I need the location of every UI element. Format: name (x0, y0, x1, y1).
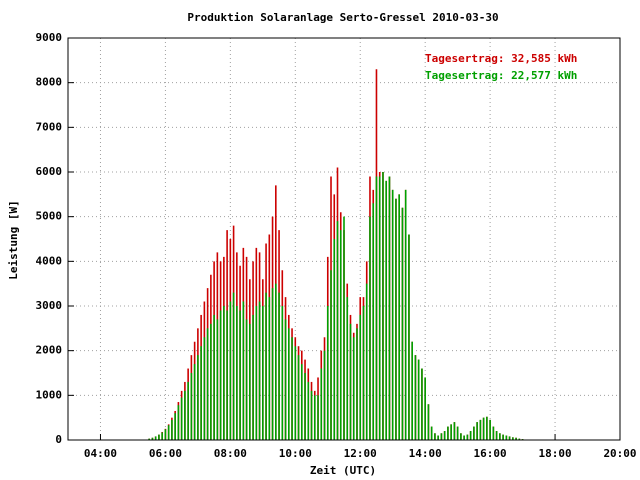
chart-title: Produktion Solaranlage Serto-Gressel 201… (187, 11, 498, 24)
y-tick-label: 4000 (36, 254, 63, 267)
x-axis-label: Zeit (UTC) (310, 464, 376, 477)
x-tick-label: 08:00 (214, 447, 247, 460)
x-tick-label: 20:00 (603, 447, 636, 460)
y-tick-label: 7000 (36, 120, 63, 133)
y-tick-label: 6000 (36, 165, 63, 178)
y-tick-label: 9000 (36, 31, 63, 44)
x-tick-label: 10:00 (279, 447, 312, 460)
y-tick-label: 2000 (36, 344, 63, 357)
y-axis-label: Leistung [W] (7, 200, 20, 279)
y-tick-label: 1000 (36, 388, 63, 401)
x-tick-label: 04:00 (84, 447, 117, 460)
x-tick-label: 06:00 (149, 447, 182, 460)
x-tick-label: 14:00 (409, 447, 442, 460)
y-tick-label: 5000 (36, 210, 63, 223)
x-tick-label: 18:00 (538, 447, 571, 460)
y-tick-label: 0 (55, 433, 62, 446)
y-tick-label: 3000 (36, 299, 63, 312)
legend-entry: Tagesertrag: 32,585 kWh (425, 52, 577, 65)
y-tick-label: 8000 (36, 76, 63, 89)
x-tick-label: 12:00 (344, 447, 377, 460)
plot-frame (67, 37, 621, 441)
x-tick-label: 16:00 (474, 447, 507, 460)
legend-entry: Tagesertrag: 22,577 kWh (425, 69, 577, 82)
